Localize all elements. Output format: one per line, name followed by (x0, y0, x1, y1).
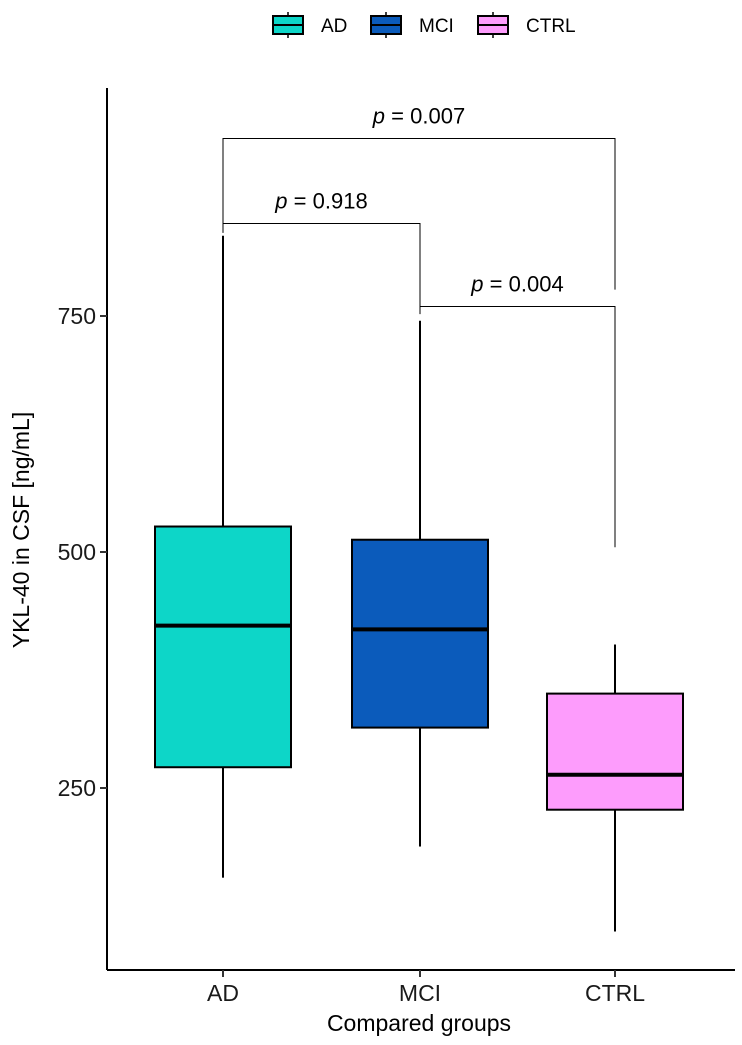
box-iqr (546, 692, 684, 811)
p-symbol: p (372, 104, 385, 129)
box-ctrl (546, 644, 684, 932)
p-value: = 0.007 (385, 104, 465, 129)
bracket-ad-ctrl: p = 0.007 (222, 104, 616, 290)
p-value: = 0.918 (288, 188, 368, 213)
x-tick-label: MCI (399, 980, 441, 1006)
bracket-line (222, 138, 616, 290)
bracket-ad-mci: p = 0.918 (222, 188, 421, 310)
x-tick-label: AD (207, 980, 239, 1006)
bracket-line (419, 306, 616, 548)
x-axis-title: Compared groups (327, 1010, 511, 1036)
p-value-label: p = 0.004 (470, 272, 563, 297)
boxes (154, 235, 684, 932)
p-symbol: p (470, 272, 483, 297)
y-tick-label: 250 (58, 775, 96, 801)
box-mci (351, 320, 489, 847)
y-axis-title: YKL-40 in CSF [ng/mL] (8, 412, 34, 649)
p-value-label: p = 0.007 (372, 104, 465, 129)
legend-item-ad: AD (272, 12, 347, 38)
box-ad (154, 235, 292, 878)
box-iqr (351, 538, 489, 729)
legend-label: AD (321, 16, 347, 37)
bracket-line (222, 222, 421, 310)
legend-item-mci: MCI (370, 12, 454, 38)
legend-label: CTRL (526, 16, 576, 37)
p-value-label: p = 0.918 (274, 188, 367, 213)
y-tick-label: 500 (58, 539, 96, 565)
x-tick-label: CTRL (585, 980, 645, 1006)
axes: 250 500 750 AD MCI CTRL (58, 88, 735, 1006)
p-value: = 0.004 (484, 272, 564, 297)
p-symbol: p (274, 188, 287, 213)
legend-label: MCI (419, 16, 454, 37)
legend: AD MCI CTRL (272, 12, 576, 38)
legend-item-ctrl: CTRL (477, 12, 576, 38)
y-tick-label: 750 (58, 303, 96, 329)
box-iqr (154, 525, 292, 769)
bracket-mci-ctrl: p = 0.004 (419, 272, 616, 548)
